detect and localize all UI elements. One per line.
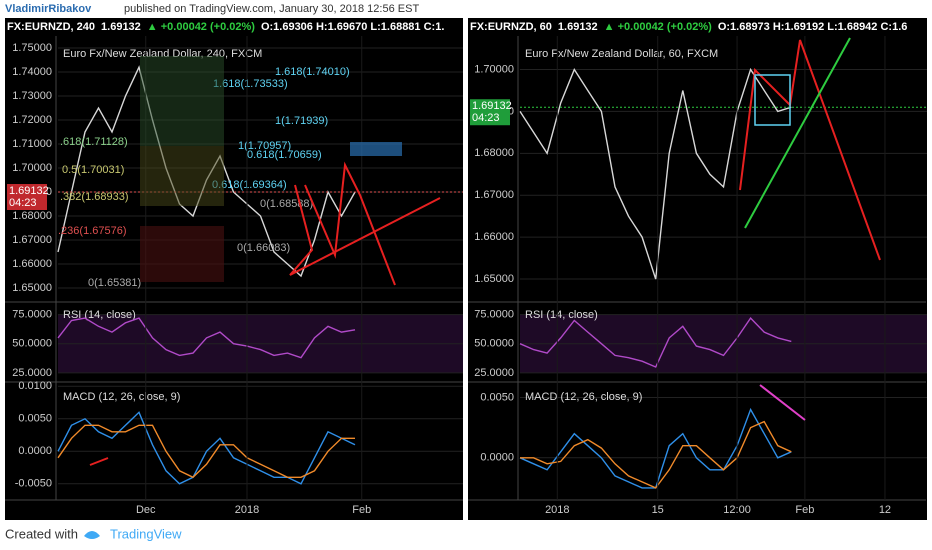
x-tick-label: 12 <box>879 504 891 516</box>
y-tick-label: 1.68000 <box>12 210 52 222</box>
y-tick-label: 1.74000 <box>12 66 52 78</box>
y-tick-label: 0.0000 <box>480 452 514 464</box>
author[interactable]: VladimirRibakov <box>5 3 92 15</box>
price-line <box>519 67 792 280</box>
fib-label: 0(1.65381) <box>88 277 141 289</box>
fib-label: 1(1.71939) <box>275 115 328 127</box>
target-zone <box>350 142 402 156</box>
fib-label: 0.5(1.70031) <box>62 164 124 176</box>
y-tick-label: 0.0000 <box>18 445 52 457</box>
price-label: 1.69132 <box>472 100 512 112</box>
arrow <box>289 184 441 276</box>
chart-left <box>5 18 463 520</box>
fib-label: 0.618(1.69364) <box>212 179 287 191</box>
y-tick-label: 1.68000 <box>474 147 514 159</box>
y-tick-label: 1.65000 <box>474 273 514 285</box>
y-tick-label: -0.0050 <box>15 478 52 490</box>
macd-line <box>520 420 792 489</box>
price-badge <box>470 99 510 126</box>
box <box>754 74 791 126</box>
header-symbol: FX:EURNZD, 240 <box>7 21 95 33</box>
macd-label: MACD (12, 26, close, 9) <box>525 391 642 403</box>
fib-zone <box>140 56 224 146</box>
fib-label: 1(1.70957) <box>238 140 291 152</box>
header-last: 1.69132 <box>558 21 598 33</box>
arrow <box>759 384 806 421</box>
arrow <box>89 457 109 466</box>
header-change: ▲ +0.00042 (+0.02%) <box>604 21 712 33</box>
brand[interactable]: TradingView <box>110 526 182 541</box>
y-tick-label: 0.0100 <box>18 380 52 392</box>
price-badge <box>7 184 47 210</box>
macd-label: MACD (12, 26, close, 9) <box>63 391 180 403</box>
fib-zone <box>140 146 224 206</box>
x-tick-label: 15 <box>652 504 664 516</box>
x-tick-label: 2018 <box>545 504 569 516</box>
price-label: 1.69132 <box>9 185 49 197</box>
header-ohlc: O:1.68973 H:1.69192 L:1.68942 C:1.6 <box>718 21 908 33</box>
countdown: 04:23 <box>9 197 37 209</box>
x-tick-label: Feb <box>352 504 371 516</box>
y-tick-label: 1.71000 <box>12 138 52 150</box>
fib-label: .618(1.71128) <box>60 136 128 148</box>
y-tick-label: 1.65000 <box>12 282 52 294</box>
x-tick-label: Dec <box>136 504 156 516</box>
fib-zone <box>140 226 224 282</box>
y-tick-label: 1.67000 <box>474 189 514 201</box>
y-tick-label: 1.75000 <box>12 42 52 54</box>
fib-label: 0(1.68588) <box>260 198 313 210</box>
arrow <box>304 161 396 286</box>
y-tick-label: 1.66000 <box>474 231 514 243</box>
y-tick-label: 0.0050 <box>18 413 52 425</box>
y-tick-label: 0.0050 <box>480 391 514 403</box>
header-last: 1.69132 <box>101 21 141 33</box>
created-with: Created with <box>5 526 78 541</box>
header-ohlc: O:1.69306 H:1.69670 L:1.68881 C:1. <box>261 21 444 33</box>
countdown: 04:23 <box>472 112 500 124</box>
rsi-line <box>519 316 792 368</box>
rsi-label: RSI (14, close) <box>525 309 598 321</box>
rsi-line <box>57 317 356 359</box>
y-tick-label: 1.72000 <box>12 114 52 126</box>
fib-label: 1.618(1.73533) <box>213 78 288 90</box>
y-tick-label: 50.0000 <box>474 338 514 350</box>
y-tick-label: 1.70000 <box>12 162 52 174</box>
fib-label: .382(1.68933) <box>60 191 129 203</box>
y-tick-label: 1.70000 <box>474 63 514 75</box>
x-tick-label: 12:00 <box>723 504 751 516</box>
fib-label: 0.618(1.70659) <box>247 149 322 161</box>
y-tick-label: 25.0000 <box>12 367 52 379</box>
drawings <box>89 37 881 466</box>
x-tick-label: 2018 <box>235 504 259 516</box>
x-tick-label: Feb <box>795 504 814 516</box>
rsi-label: RSI (14, close) <box>63 309 136 321</box>
published: published on TradingView.com, January 30… <box>124 3 419 15</box>
header-symbol: FX:EURNZD, 60 <box>470 21 552 33</box>
logo <box>84 531 100 539</box>
fib-label: .236(1.67576) <box>58 225 127 237</box>
y-tick-label: 75.0000 <box>474 309 514 321</box>
y-tick-label: 75.0000 <box>12 309 52 321</box>
fib-label: 1.618(1.74010) <box>275 66 350 78</box>
chart-title: Euro Fx/New Zealand Dollar, 60, FXCM <box>525 48 718 60</box>
macd-line <box>57 424 355 479</box>
chart-right <box>468 18 927 520</box>
y-tick-label: 1.67000 <box>12 234 52 246</box>
y-tick-label: 50.0000 <box>12 338 52 350</box>
trendline <box>744 37 851 229</box>
y-tick-label: 1.66000 <box>12 258 52 270</box>
y-tick-label: 25.0000 <box>474 367 514 379</box>
header-change: ▲ +0.00042 (+0.02%) <box>147 21 255 33</box>
y-tick-label: 1.73000 <box>12 90 52 102</box>
fib-label: 0(1.66083) <box>237 242 290 254</box>
